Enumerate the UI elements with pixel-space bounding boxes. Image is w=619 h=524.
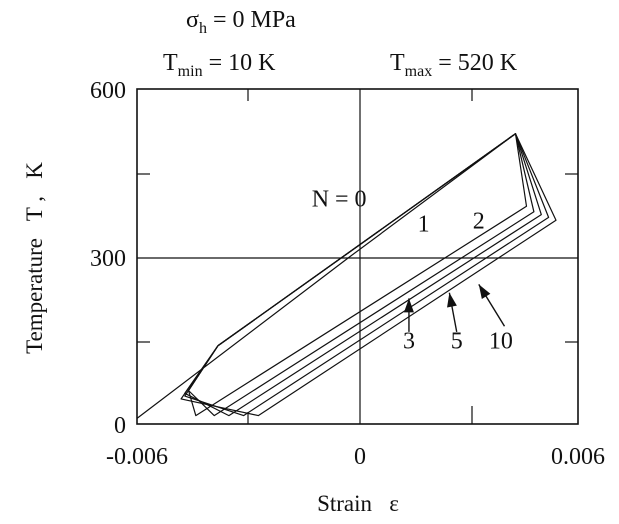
curve-label-2: 2 — [473, 209, 485, 235]
tmax-label: Tmax = 520 K — [390, 50, 518, 80]
stress-label: σh = 0 MPa — [186, 7, 296, 37]
arrow-head-2 — [478, 284, 491, 299]
tmin-label: Tmin = 10 K — [163, 50, 276, 80]
y-axis-title: Temperature T , K — [22, 162, 47, 354]
x-axis-title: Strain ε — [317, 491, 399, 516]
curve-label-4: 5 — [451, 329, 463, 355]
chart-header: σh = 0 MPa Tmin = 10 K Tmax = 520 K — [163, 7, 518, 80]
series-line-4 — [184, 133, 550, 417]
series-line-5 — [180, 133, 557, 417]
arrow-head-1 — [447, 292, 457, 308]
curves — [136, 133, 557, 419]
curve-label-5: 10 — [489, 329, 513, 355]
x-tick-label: -0.006 — [106, 444, 168, 470]
series-line-0 — [136, 133, 516, 419]
curve-label-3: 3 — [403, 329, 415, 355]
series-line-2 — [187, 133, 535, 417]
y-tick-label: 600 — [90, 78, 126, 104]
arrow-head-0 — [403, 298, 414, 313]
curve-label-0: N = 0 — [312, 186, 367, 212]
arrows — [403, 284, 506, 333]
curve-labels: N = 0 1 2 3 5 10 — [312, 186, 513, 354]
tick-marks — [137, 89, 578, 424]
y-tick-label: 300 — [90, 246, 126, 272]
x-tick-label: 0.006 — [551, 444, 605, 470]
y-tick-label: 0 — [114, 413, 126, 439]
plot-frame — [136, 88, 579, 425]
curve-label-1: 1 — [418, 211, 430, 237]
x-tick-label: 0 — [354, 444, 366, 470]
series-line-1 — [187, 133, 528, 417]
series-line-3 — [184, 133, 542, 417]
